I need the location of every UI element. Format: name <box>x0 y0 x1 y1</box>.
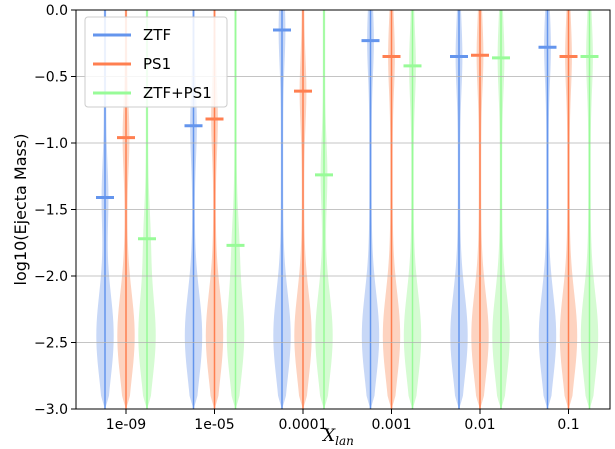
y-tick-label: −1.5 <box>34 203 68 219</box>
x-axis-ticks: 1e-09 1e-05 0.0001 0.001 0.01 0.1 <box>106 409 580 433</box>
y-tick-label: −2.0 <box>34 269 68 285</box>
x-tick-label: 1e-09 <box>106 417 146 433</box>
median-markers <box>96 28 599 247</box>
x-tick-label: 1e-05 <box>194 417 234 433</box>
legend: ZTF PS1 ZTF+PS1 <box>84 16 228 108</box>
legend-box <box>84 16 228 108</box>
x-axis-label-main: X <box>321 426 336 446</box>
legend-label: ZTF+PS1 <box>143 84 212 102</box>
y-tick-label: −0.5 <box>34 70 68 86</box>
y-tick-label: −2.5 <box>34 336 68 352</box>
legend-label: PS1 <box>143 55 171 73</box>
y-tick-label: −1.0 <box>34 136 68 152</box>
legend-label: ZTF <box>143 26 171 44</box>
x-axis-label-sub: lan <box>335 434 354 448</box>
y-axis-label: log10(Ejecta Mass) <box>11 134 30 286</box>
y-tick-label: 0.0 <box>46 3 68 19</box>
x-axis-label: Xlan <box>321 426 354 448</box>
x-tick-label: 0.001 <box>371 417 411 433</box>
x-tick-label: 0.1 <box>557 417 579 433</box>
y-tick-label: −3.0 <box>34 402 68 418</box>
x-tick-label: 0.0001 <box>279 417 328 433</box>
y-axis-ticks: 0.0 −0.5 −1.0 −1.5 −2.0 −2.5 −3.0 <box>34 3 76 418</box>
x-tick-label: 0.01 <box>464 417 495 433</box>
